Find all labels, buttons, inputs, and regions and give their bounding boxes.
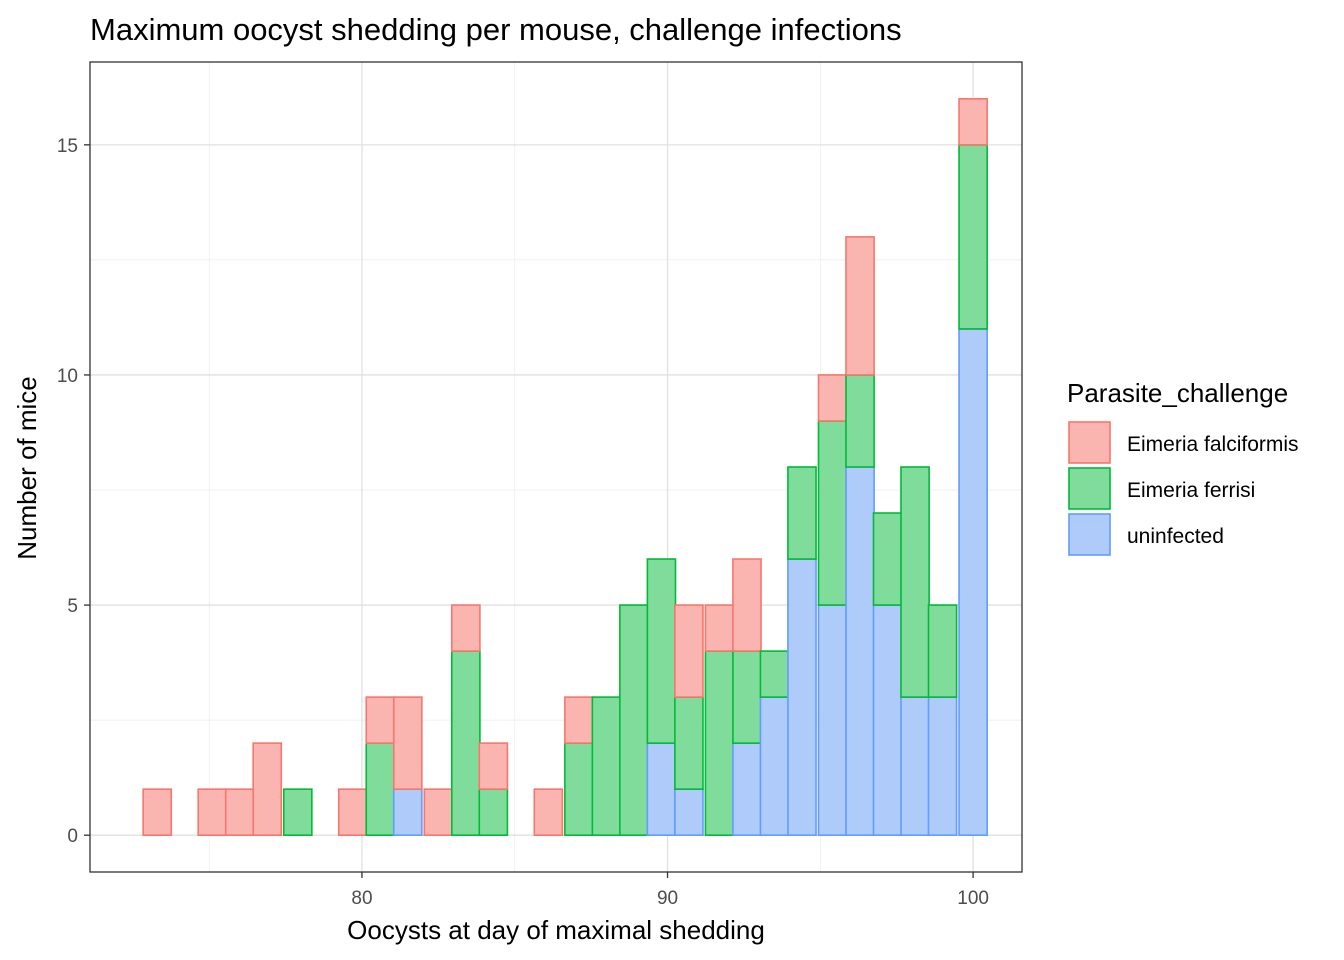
legend-title: Parasite_challenge (1067, 378, 1288, 408)
bar-eimeria-falciformis (365, 696, 396, 744)
bar-eimeria-falciformis (142, 788, 173, 836)
bar-uninfected (958, 328, 988, 836)
x-tick-label: 100 (957, 888, 989, 909)
bar-uninfected (872, 604, 903, 836)
bars (142, 98, 988, 836)
bar-eimeria-falciformis (224, 788, 255, 836)
bar-eimeria-ferrisi (619, 604, 649, 836)
bar-eimeria-falciformis (674, 604, 704, 698)
x-axis-title: Oocysts at day of maximal shedding (347, 915, 765, 945)
bar-eimeria-falciformis (478, 742, 509, 790)
bar-eimeria-falciformis (564, 696, 594, 744)
bar-eimeria-ferrisi (817, 420, 848, 606)
bar-eimeria-ferrisi (787, 466, 817, 560)
bar-eimeria-falciformis (845, 236, 875, 376)
bar-uninfected (817, 604, 848, 836)
bar-eimeria-falciformis (817, 374, 848, 422)
chart-title: Maximum oocyst shedding per mouse, chall… (90, 12, 902, 47)
bar-uninfected (392, 788, 423, 836)
legend-items: Eimeria falciformis Eimeria ferrisi uninfe… (1068, 421, 1299, 556)
bar-eimeria-ferrisi (450, 650, 481, 836)
y-axis-title: Number of mice (12, 376, 42, 560)
bar-eimeria-ferrisi (564, 742, 594, 836)
bar-eimeria-ferrisi (845, 374, 875, 468)
bar-eimeria-falciformis (732, 558, 762, 652)
legend-key-uninfected (1068, 513, 1111, 556)
bar-eimeria-ferrisi (365, 742, 396, 836)
bar-eimeria-ferrisi (958, 144, 988, 330)
bar-uninfected (845, 466, 875, 836)
x-axis-ticks: 80 90 100 (351, 872, 989, 909)
bar-eimeria-ferrisi (646, 558, 677, 744)
bar-eimeria-falciformis (252, 742, 283, 836)
panel-border (89, 61, 1023, 873)
bar-uninfected (900, 696, 930, 836)
bar-eimeria-falciformis (392, 696, 423, 790)
bar-eimeria-falciformis (337, 788, 368, 836)
y-tick-label: 5 (67, 596, 78, 617)
x-tick-label: 90 (657, 888, 678, 909)
bar-uninfected (732, 742, 762, 836)
bar-eimeria-ferrisi (900, 466, 930, 698)
bar-eimeria-ferrisi (732, 650, 762, 744)
bar-eimeria-falciformis (958, 98, 988, 146)
bar-eimeria-ferrisi (704, 650, 735, 836)
bar-eimeria-ferrisi (591, 696, 622, 836)
bar-eimeria-falciformis (533, 788, 564, 836)
y-axis-ticks: 0 5 10 15 (57, 136, 90, 847)
legend-label-uninfected: uninfected (1127, 525, 1224, 548)
y-tick-label: 10 (57, 366, 78, 387)
legend-label-eimeria-falciformis: Eimeria falciformis (1127, 433, 1299, 456)
bar-eimeria-falciformis (450, 604, 481, 652)
y-tick-label: 15 (57, 136, 78, 157)
bar-eimeria-falciformis (423, 788, 454, 836)
bar-eimeria-ferrisi (478, 788, 509, 836)
bar-uninfected (759, 696, 790, 836)
y-tick-label: 0 (67, 826, 78, 847)
x-tick-label: 80 (351, 888, 372, 909)
bar-uninfected (674, 788, 704, 836)
legend-key-eimeria-falciformis (1068, 421, 1111, 464)
bar-eimeria-falciformis (704, 604, 735, 652)
bar-eimeria-ferrisi (674, 696, 704, 790)
legend-label-eimeria-ferrisi: Eimeria ferrisi (1127, 479, 1255, 502)
bar-eimeria-ferrisi (759, 650, 790, 698)
bar-eimeria-falciformis (197, 788, 228, 836)
legend: Parasite_challenge Eimeria falciformisEi… (1067, 378, 1299, 556)
bar-eimeria-ferrisi (872, 512, 903, 606)
bar-uninfected (787, 558, 817, 836)
bar-uninfected (927, 696, 958, 836)
legend-key-eimeria-ferrisi (1068, 467, 1111, 510)
bar-eimeria-ferrisi (282, 788, 313, 836)
bar-uninfected (646, 742, 677, 836)
bar-eimeria-ferrisi (927, 604, 958, 698)
